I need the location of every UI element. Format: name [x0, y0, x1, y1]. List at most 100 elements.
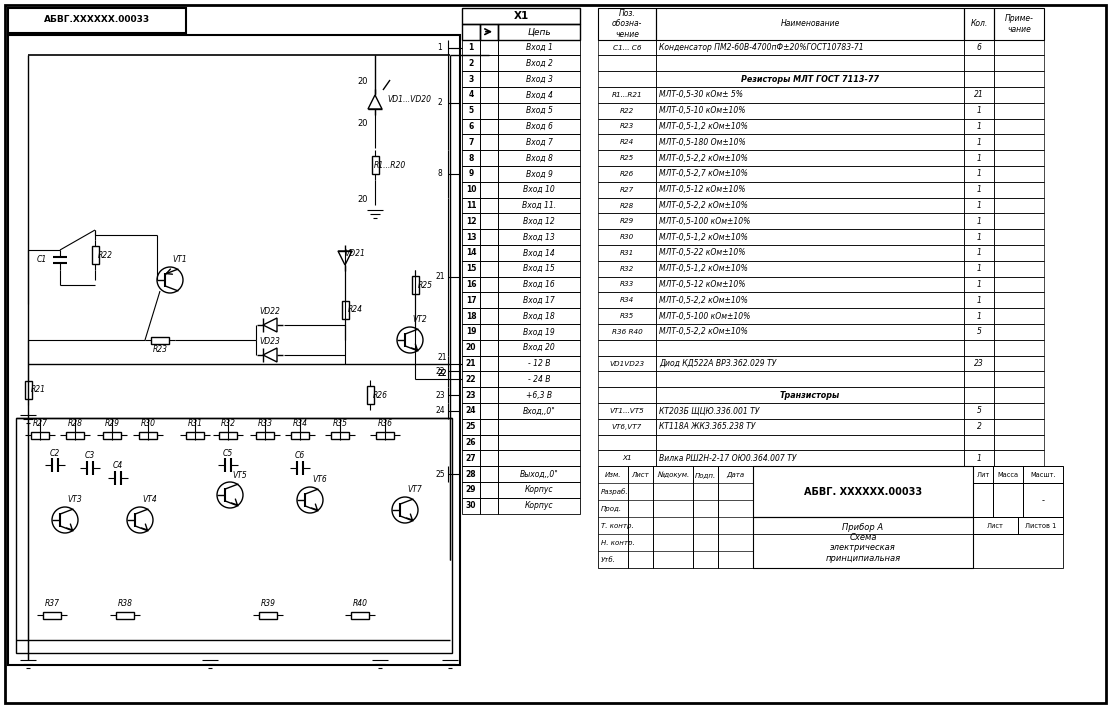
- Bar: [480, 324, 498, 340]
- Text: 2: 2: [469, 59, 473, 68]
- Text: МЛТ-0,5-100 кОм±10%: МЛТ-0,5-100 кОм±10%: [659, 217, 750, 226]
- Text: МЛТ-0,5-12 кОм±10%: МЛТ-0,5-12 кОм±10%: [659, 280, 745, 289]
- Text: Диод КД522А ВРЗ.362.029 ТУ: Диод КД522А ВРЗ.362.029 ТУ: [659, 359, 777, 368]
- Text: Вход 13: Вход 13: [523, 233, 554, 241]
- Text: 1: 1: [977, 249, 981, 258]
- Text: R21: R21: [30, 385, 46, 394]
- Bar: [367, 386, 373, 404]
- Bar: [994, 135, 1044, 150]
- Text: R30: R30: [140, 420, 156, 428]
- Bar: [480, 387, 498, 403]
- Text: МЛТ-0,5-2,2 кОм±10%: МЛТ-0,5-2,2 кОм±10%: [659, 296, 748, 305]
- Bar: [411, 276, 419, 294]
- Text: 23: 23: [466, 391, 477, 399]
- Text: МЛТ-0,5-1,2 кОм±10%: МЛТ-0,5-1,2 кОм±10%: [659, 122, 748, 131]
- Text: VT5: VT5: [232, 471, 248, 479]
- Text: 4: 4: [469, 91, 473, 99]
- Bar: [598, 372, 655, 387]
- Text: R26: R26: [620, 171, 634, 177]
- Bar: [66, 431, 84, 438]
- Text: R24: R24: [620, 139, 634, 145]
- Text: R34: R34: [620, 297, 634, 303]
- Text: Вилка РШ2Н-2-17 ОЮ0.364.007 ТУ: Вилка РШ2Н-2-17 ОЮ0.364.007 ТУ: [659, 454, 797, 463]
- Bar: [964, 182, 994, 198]
- Text: VT2: VT2: [412, 316, 428, 324]
- Bar: [1023, 483, 1063, 518]
- Bar: [480, 229, 498, 245]
- Text: Вход 8: Вход 8: [526, 154, 552, 163]
- Text: Вход 2: Вход 2: [526, 59, 552, 68]
- Bar: [480, 355, 498, 372]
- Bar: [655, 182, 964, 198]
- Text: VT6,VT7: VT6,VT7: [612, 423, 642, 430]
- Bar: [498, 245, 580, 261]
- Bar: [16, 418, 452, 653]
- Bar: [655, 119, 964, 135]
- Text: 9: 9: [469, 169, 473, 178]
- Bar: [655, 55, 964, 72]
- Text: R28: R28: [68, 420, 82, 428]
- Text: 6: 6: [977, 43, 981, 52]
- Bar: [498, 261, 580, 277]
- Bar: [994, 150, 1044, 166]
- Bar: [655, 372, 964, 387]
- Bar: [480, 450, 498, 466]
- Text: 1: 1: [977, 296, 981, 305]
- Bar: [994, 450, 1044, 466]
- Bar: [462, 40, 480, 55]
- Bar: [964, 435, 994, 450]
- Text: VD1VD23: VD1VD23: [610, 360, 644, 367]
- Text: Вход 14: Вход 14: [523, 249, 554, 258]
- Bar: [480, 340, 498, 355]
- Bar: [655, 245, 964, 261]
- Bar: [994, 372, 1044, 387]
- Text: 1: 1: [977, 233, 981, 241]
- Bar: [655, 292, 964, 308]
- Text: VT1: VT1: [172, 256, 188, 265]
- Bar: [256, 431, 274, 438]
- Bar: [693, 466, 718, 569]
- Bar: [964, 387, 994, 403]
- Bar: [462, 403, 480, 419]
- Bar: [964, 419, 994, 435]
- Bar: [480, 292, 498, 308]
- Bar: [994, 198, 1044, 213]
- Bar: [480, 150, 498, 166]
- Text: 2: 2: [438, 98, 442, 108]
- Text: R25: R25: [620, 155, 634, 161]
- Text: МЛТ-0,5-2,7 кОм±10%: МЛТ-0,5-2,7 кОм±10%: [659, 169, 748, 178]
- Bar: [498, 72, 580, 87]
- Text: 1: 1: [977, 154, 981, 163]
- Bar: [994, 261, 1044, 277]
- Bar: [598, 308, 655, 324]
- Bar: [598, 419, 655, 435]
- Bar: [462, 55, 480, 72]
- Text: Корпус: Корпус: [524, 501, 553, 510]
- Bar: [964, 103, 994, 119]
- Text: 1: 1: [977, 169, 981, 178]
- Bar: [498, 277, 580, 292]
- Text: Вход 5: Вход 5: [526, 106, 552, 115]
- Bar: [462, 261, 480, 277]
- Bar: [341, 301, 349, 319]
- Bar: [964, 450, 994, 466]
- Bar: [462, 308, 480, 324]
- Bar: [498, 324, 580, 340]
- Bar: [964, 340, 994, 355]
- Bar: [993, 466, 1023, 483]
- Text: R27: R27: [620, 187, 634, 193]
- Bar: [994, 245, 1044, 261]
- Text: 20: 20: [358, 195, 368, 205]
- Text: VD23: VD23: [260, 336, 280, 346]
- Bar: [598, 40, 655, 55]
- Text: R24: R24: [348, 305, 362, 314]
- Bar: [498, 308, 580, 324]
- Bar: [993, 483, 1023, 518]
- Bar: [994, 355, 1044, 372]
- Text: Вход 6: Вход 6: [526, 122, 552, 131]
- Text: R33: R33: [620, 282, 634, 287]
- Bar: [973, 466, 993, 483]
- Text: 6: 6: [469, 122, 473, 131]
- Text: R30: R30: [620, 234, 634, 240]
- Bar: [598, 198, 655, 213]
